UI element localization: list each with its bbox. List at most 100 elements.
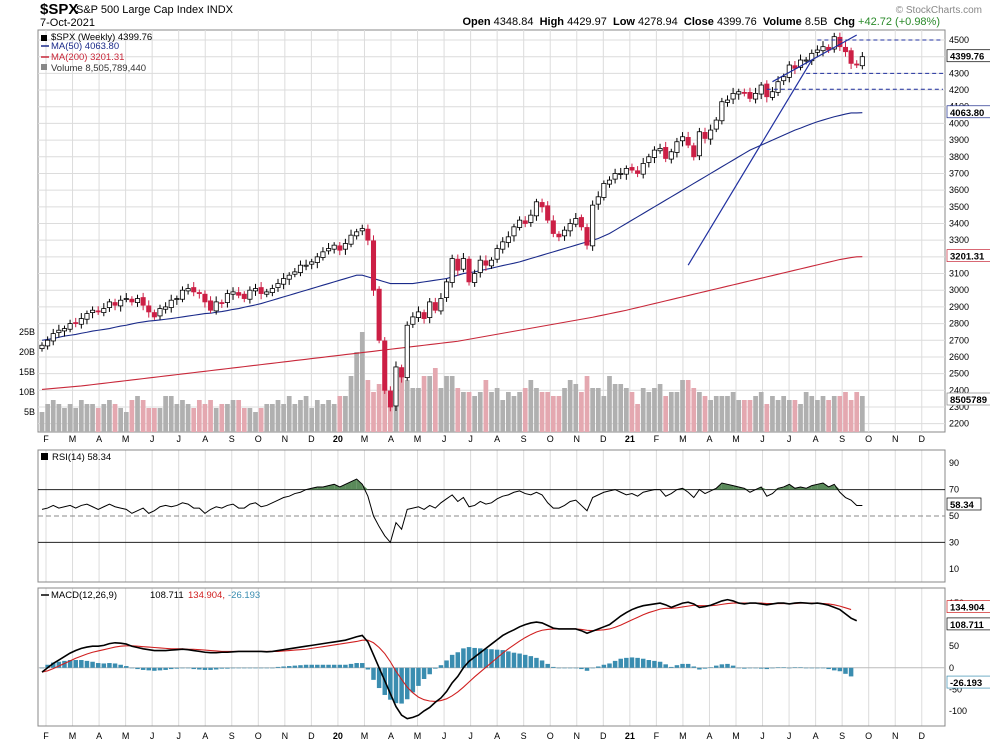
macd-hist-bar: [180, 667, 185, 669]
macd-hist-bar: [837, 667, 843, 672]
candle-up: [39, 344, 45, 349]
macd-hist-bar: [680, 663, 685, 668]
volume-bar: [365, 380, 371, 432]
macd-hist-bar: [421, 667, 427, 679]
macd-hist-bar: [506, 651, 511, 668]
open-value: 4348.84: [493, 16, 534, 28]
volume-bar: [826, 400, 831, 432]
volume-bar: [466, 392, 472, 432]
macd-hist-bar: [596, 666, 601, 668]
macd-hist-bar: [629, 657, 635, 668]
macd-hist-bar: [79, 660, 84, 668]
candle-up: [224, 293, 230, 303]
macd-hist-bar: [556, 667, 562, 669]
candle-down: [196, 292, 202, 294]
candle-down: [629, 167, 635, 171]
macd-hist-bar: [753, 667, 758, 669]
volume-bar: [258, 408, 264, 432]
macd-hist-bar: [84, 660, 90, 668]
volume-bar: [208, 400, 213, 432]
macd-hist-bar: [337, 664, 343, 668]
candle-up: [820, 46, 826, 52]
volume-bar: [146, 408, 152, 432]
candle-down: [208, 300, 214, 311]
volume-bar: [118, 408, 124, 432]
volume-bar: [230, 400, 236, 432]
candle-up: [562, 229, 568, 237]
candle-up: [567, 223, 573, 232]
volume-bar: [562, 388, 567, 432]
candle-down: [764, 83, 770, 98]
x-axis-label-bottom: J: [787, 731, 792, 741]
x-axis-label: D: [600, 434, 607, 444]
macd-hist-bar: [646, 660, 652, 668]
legend-ma50-text: MA(50) 4063.80: [51, 41, 119, 52]
macd-hist-bar: [725, 663, 730, 668]
ma200-line: [41, 256, 863, 391]
ma50-value-label-box: [946, 105, 990, 119]
candle-up: [612, 173, 618, 180]
volume-bar: [477, 392, 483, 432]
volume-bar: [635, 404, 640, 432]
volume-bar: [590, 388, 595, 432]
macd-hist-bar: [781, 667, 786, 668]
volume-bar: [343, 396, 348, 432]
candle-up: [472, 273, 478, 283]
volume-bar: [438, 388, 444, 432]
volume-bar: [444, 376, 449, 432]
macd-hist-bar: [719, 664, 725, 668]
volume-bar: [511, 396, 517, 432]
macd-hist-bar: [691, 666, 697, 668]
ma200-value-label: 3201.31: [950, 252, 985, 263]
candle-down: [556, 233, 562, 238]
volume-tick-label: 5B: [24, 407, 35, 417]
rsi-legend-swatch: [41, 453, 48, 460]
volume-bar: [157, 408, 163, 432]
volume-bar: [84, 404, 90, 432]
x-axis-label-bottom: S: [229, 731, 235, 741]
macd-tick-label: 50: [949, 641, 959, 651]
volume-bar: [685, 380, 691, 432]
candle-down: [854, 63, 860, 66]
candle-up: [511, 226, 517, 237]
macd-hist-bar: [197, 667, 202, 670]
x-axis-label: A: [202, 434, 208, 444]
volume-bar: [371, 392, 376, 432]
volume-bar: [848, 400, 854, 432]
volume-bar: [736, 400, 742, 432]
x-axis-label-bottom: J: [176, 731, 181, 741]
trend-line: [687, 59, 813, 266]
candle-down: [848, 50, 854, 64]
index-name-text: S&P 500 Large Cap Index: [76, 4, 204, 16]
macd-tick-label: -50: [949, 684, 962, 694]
volume-tick-label: 10B: [19, 387, 35, 397]
macd-hist-bar: [511, 652, 517, 668]
price-tick-label: 2500: [949, 369, 969, 379]
close-value-label: 4399.76: [950, 52, 984, 63]
macd-hist-bar: [202, 667, 208, 670]
x-axis-label: A: [706, 434, 712, 444]
macd-hist-bar: [848, 667, 854, 677]
volume-bar: [646, 392, 652, 432]
candle-up: [84, 313, 90, 320]
volume-bar: [112, 404, 118, 432]
macd-hist-value-label-box: [946, 675, 990, 689]
candle-up: [404, 324, 410, 379]
candle-up: [668, 151, 674, 160]
volume-bar: [449, 376, 455, 432]
macd-signal-value-label: 134.904: [950, 603, 985, 614]
volume-bar: [45, 404, 50, 432]
x-axis-label: M: [679, 434, 687, 444]
volume-bar: [612, 384, 618, 432]
volume-bar: [331, 404, 337, 432]
candle-up: [342, 243, 348, 250]
macd-hist-bar: [236, 667, 241, 669]
candle-up: [595, 196, 601, 205]
candle-up: [67, 323, 73, 330]
candle-down: [387, 390, 393, 408]
macd-hist-bar: [230, 667, 236, 669]
price-tick-label: 3600: [949, 185, 969, 195]
x-axis-label-bottom: N: [574, 731, 581, 741]
candle-up: [573, 218, 579, 225]
x-axis-label: A: [813, 434, 819, 444]
